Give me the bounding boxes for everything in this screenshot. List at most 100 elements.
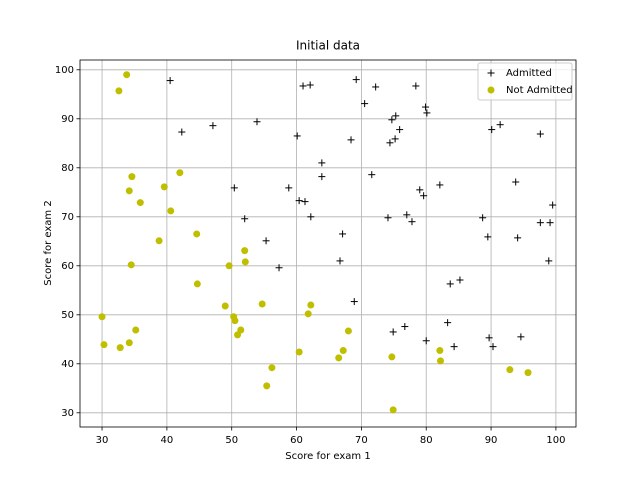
point bbox=[136, 199, 144, 207]
point bbox=[123, 71, 131, 79]
y-tick-label: 50 bbox=[61, 310, 74, 321]
point bbox=[263, 382, 271, 390]
point bbox=[512, 178, 520, 186]
point bbox=[536, 130, 544, 138]
x-tick-label: 70 bbox=[355, 435, 368, 446]
point bbox=[389, 406, 397, 414]
point bbox=[350, 298, 358, 306]
point bbox=[299, 82, 307, 90]
point bbox=[293, 132, 301, 140]
point bbox=[225, 262, 233, 270]
point bbox=[335, 354, 343, 362]
point bbox=[416, 186, 424, 194]
legend-label: Not Admitted bbox=[506, 85, 573, 96]
point bbox=[388, 116, 396, 124]
x-tick-label: 60 bbox=[290, 435, 303, 446]
point bbox=[386, 139, 394, 147]
x-tick-label: 30 bbox=[96, 435, 109, 446]
point bbox=[209, 122, 217, 130]
point bbox=[339, 230, 347, 238]
point bbox=[487, 86, 495, 94]
point bbox=[549, 201, 557, 209]
point bbox=[301, 198, 309, 206]
point bbox=[496, 121, 504, 129]
point bbox=[422, 337, 430, 345]
point bbox=[318, 159, 326, 167]
point bbox=[304, 310, 312, 318]
point bbox=[160, 183, 168, 191]
point bbox=[546, 219, 554, 227]
legend: Admitted Not Admitted bbox=[477, 62, 573, 101]
point bbox=[318, 173, 326, 181]
point bbox=[408, 218, 416, 226]
point bbox=[253, 118, 261, 126]
point bbox=[436, 181, 444, 189]
point bbox=[193, 230, 201, 238]
point bbox=[484, 233, 492, 241]
point bbox=[384, 214, 392, 222]
point bbox=[412, 82, 420, 90]
x-tick-label: 80 bbox=[420, 435, 433, 446]
point bbox=[517, 333, 525, 341]
point bbox=[506, 366, 514, 374]
point bbox=[403, 211, 411, 219]
x-axis-label: Score for exam 1 bbox=[285, 451, 370, 462]
point bbox=[285, 184, 293, 192]
point bbox=[275, 264, 283, 272]
point bbox=[401, 323, 409, 331]
x-tick-label: 40 bbox=[161, 435, 174, 446]
point bbox=[100, 341, 108, 349]
point bbox=[487, 69, 495, 77]
point bbox=[368, 171, 376, 179]
y-tick-label: 100 bbox=[55, 65, 74, 76]
point bbox=[176, 169, 184, 177]
point bbox=[166, 77, 174, 85]
point bbox=[388, 353, 396, 361]
point bbox=[339, 347, 347, 355]
point bbox=[258, 300, 266, 308]
x-tick-label: 90 bbox=[485, 435, 498, 446]
point bbox=[231, 317, 239, 325]
point bbox=[536, 219, 544, 227]
point bbox=[132, 326, 140, 334]
point bbox=[392, 112, 400, 120]
y-tick-label: 80 bbox=[61, 163, 74, 174]
point bbox=[545, 257, 553, 265]
point bbox=[307, 301, 315, 309]
point bbox=[98, 313, 106, 321]
legend-box bbox=[477, 62, 573, 101]
y-tick-label: 30 bbox=[61, 408, 74, 419]
y-axis-label: Score for exam 2 bbox=[43, 200, 54, 285]
point bbox=[420, 192, 428, 200]
y-tick-label: 60 bbox=[61, 261, 74, 272]
point bbox=[389, 328, 397, 336]
point bbox=[241, 215, 249, 223]
point bbox=[524, 369, 532, 377]
point bbox=[372, 83, 380, 91]
point bbox=[423, 109, 431, 117]
point bbox=[268, 364, 276, 372]
point bbox=[178, 128, 186, 136]
point bbox=[306, 81, 314, 89]
legend-label: Admitted bbox=[506, 68, 552, 79]
point bbox=[446, 280, 454, 288]
point bbox=[488, 126, 496, 134]
point bbox=[262, 237, 270, 245]
point bbox=[295, 348, 303, 356]
point bbox=[450, 343, 458, 351]
point bbox=[128, 173, 136, 181]
point bbox=[479, 214, 487, 222]
point bbox=[193, 280, 201, 288]
x-tick-label: 50 bbox=[225, 435, 238, 446]
point bbox=[125, 187, 133, 195]
point bbox=[336, 257, 344, 265]
point bbox=[230, 184, 238, 192]
point bbox=[514, 234, 522, 242]
point bbox=[127, 261, 135, 269]
point bbox=[436, 347, 444, 355]
point bbox=[422, 103, 430, 111]
point bbox=[344, 327, 352, 335]
point bbox=[295, 197, 303, 205]
point bbox=[221, 302, 229, 310]
